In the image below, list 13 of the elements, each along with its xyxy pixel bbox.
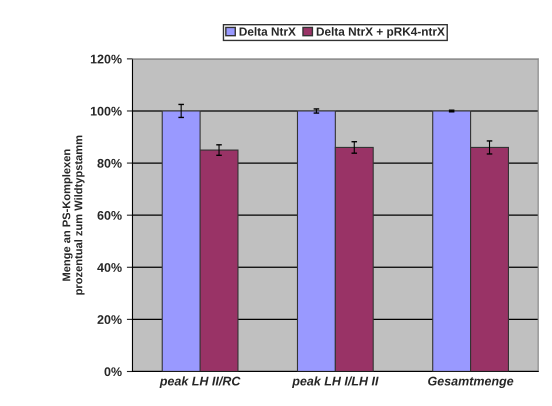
y-tick-label: 0% [104,367,122,376]
y-tick-label: 40% [97,263,122,272]
y-tick-label: 80% [97,158,122,168]
y-tick-label: 120% [90,54,122,64]
x-tick-label: Gesamtmenge [428,376,514,388]
y-tick-label: 100% [90,106,122,116]
x-tick-label: peak LH II/RC [160,376,241,388]
y-tick-label: 20% [97,315,122,324]
y-axis-title: Menge an PS-Komplexen prozentual zum Wildtypstamm [62,136,85,295]
legend-label: Delta NtrX [240,27,296,36]
y-tick-label: 60% [98,210,122,220]
x-tick-label: peak LH I/LH II [292,376,379,388]
legend-label: Delta NtrX + pRK4-ntrX [316,27,445,38]
